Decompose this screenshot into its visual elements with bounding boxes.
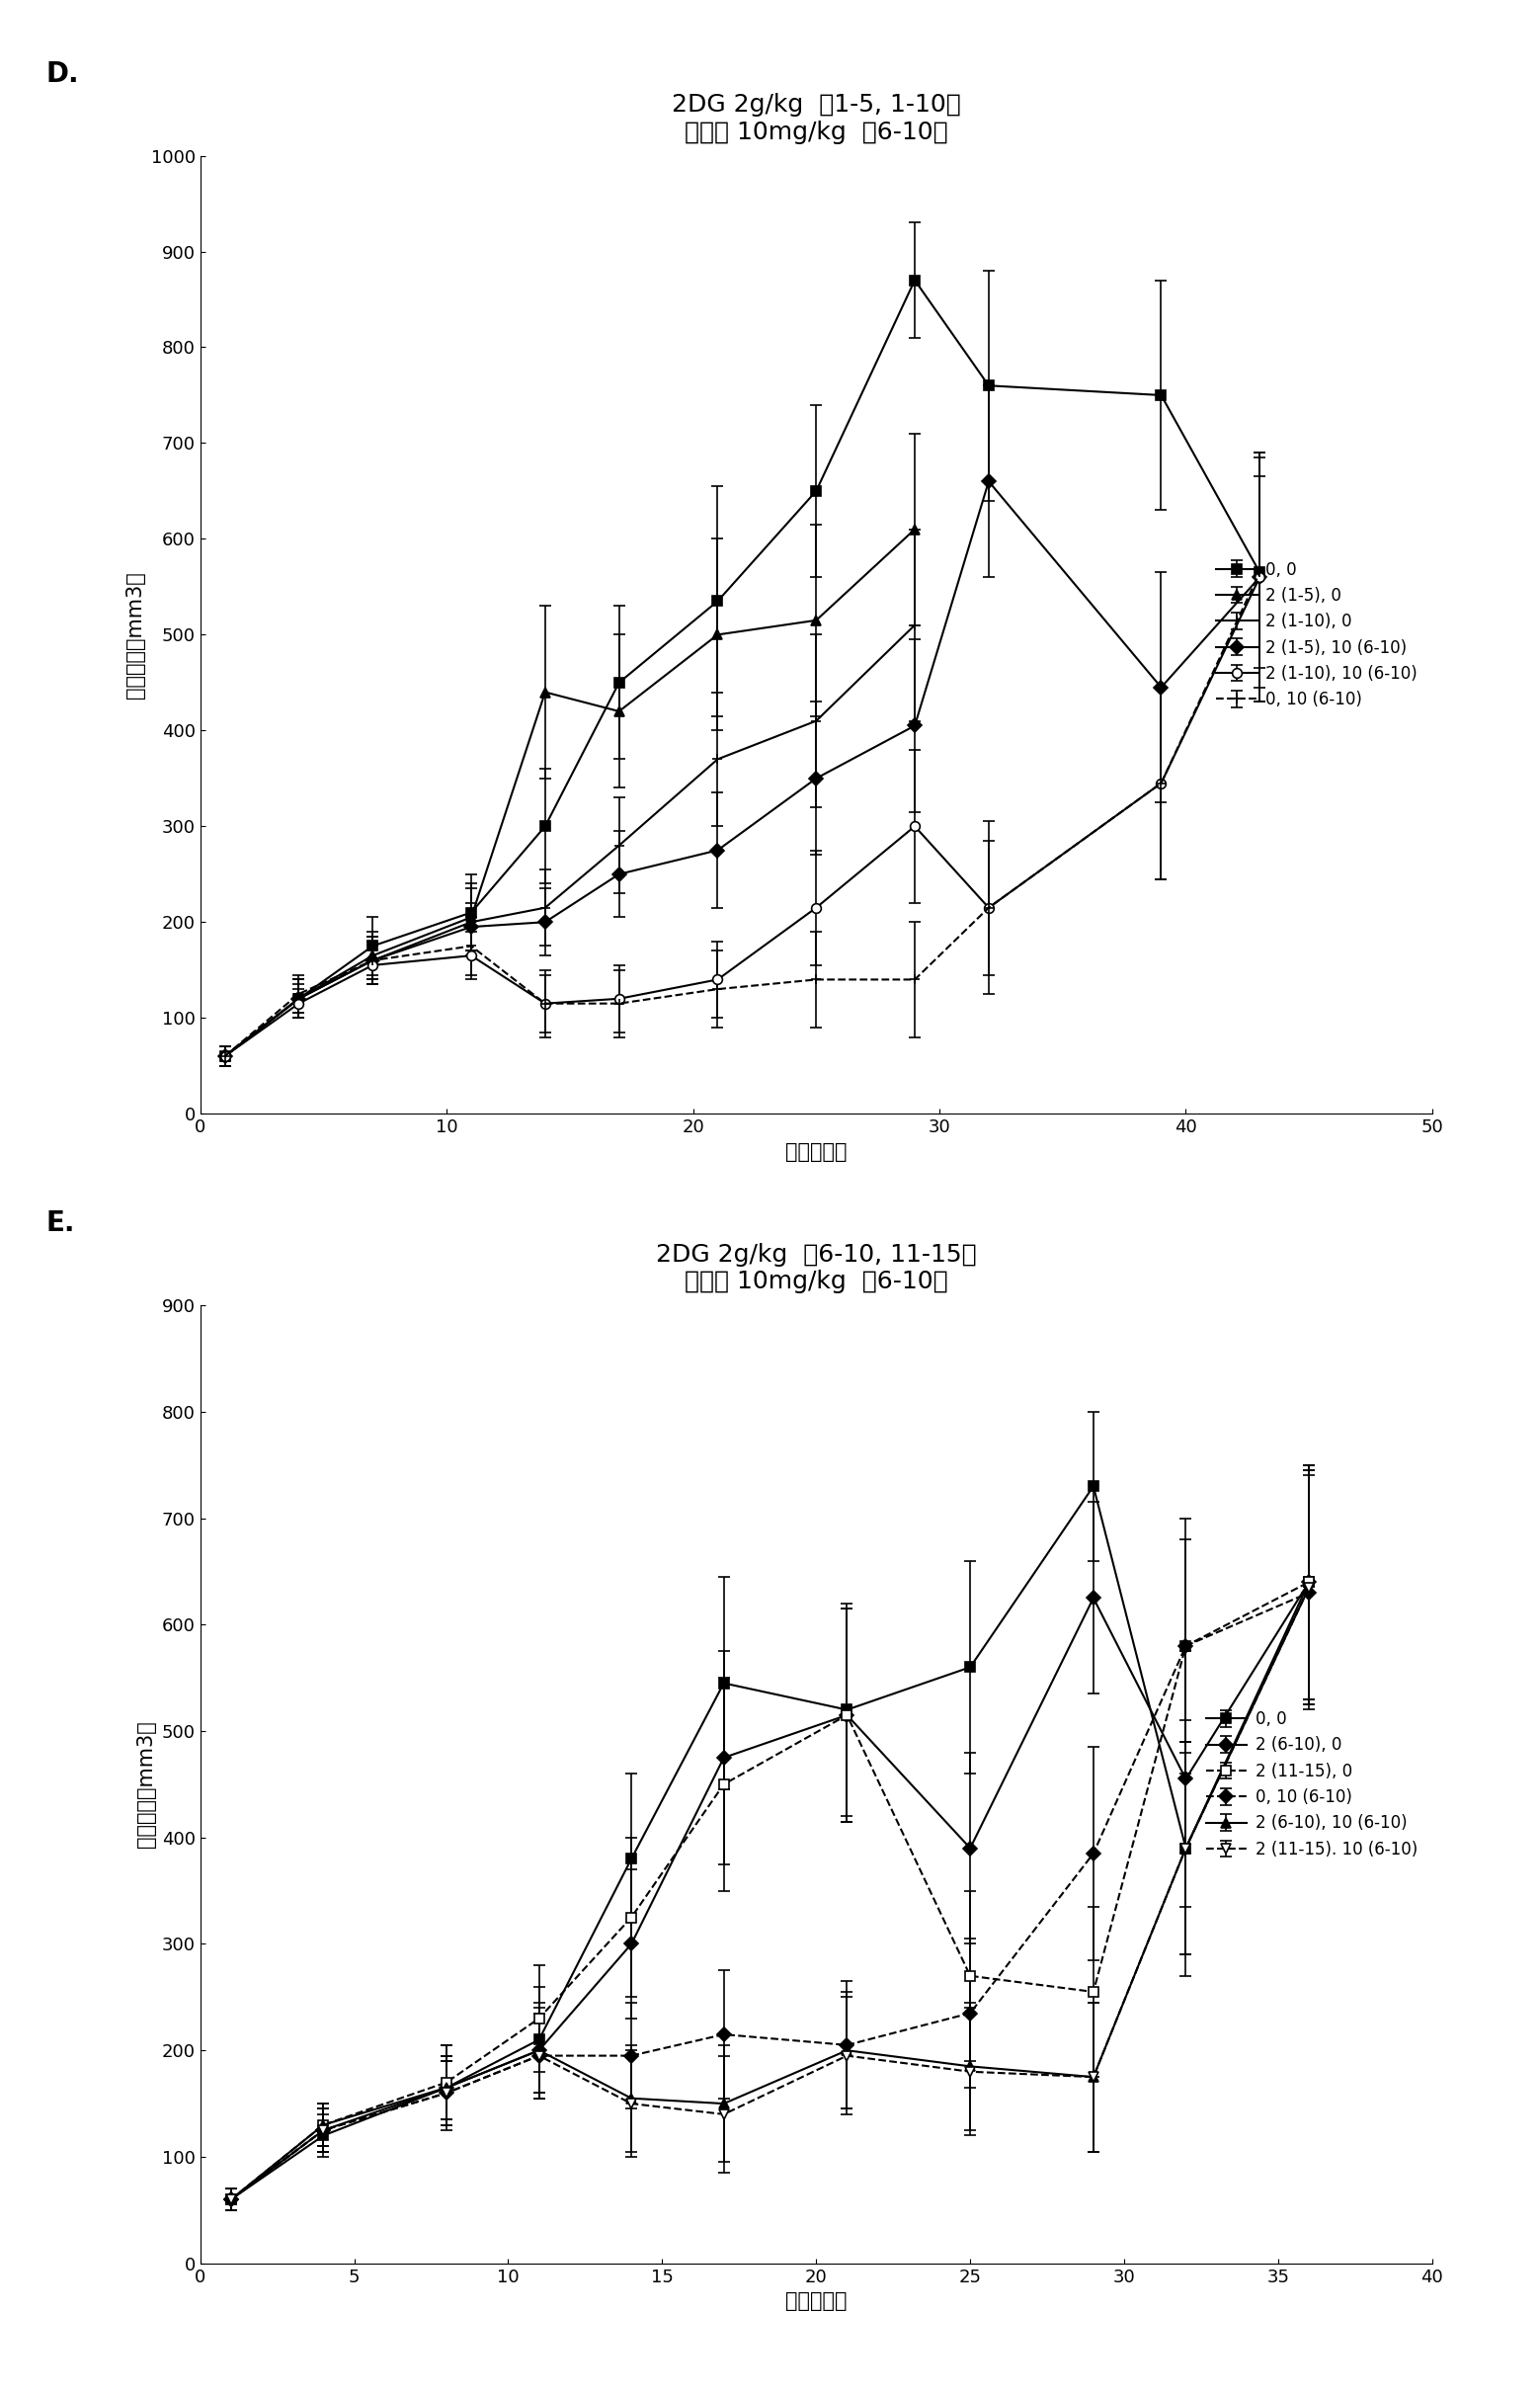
Legend: 0, 0, 2 (6-10), 0, 2 (11-15), 0, 0, 10 (6-10), 2 (6-10), 10 (6-10), 2 (11-15). 1: 0, 0, 2 (6-10), 0, 2 (11-15), 0, 0, 10 (…	[1200, 1703, 1424, 1866]
Y-axis label: 肿瘾体积（mm3）: 肿瘾体积（mm3）	[137, 1720, 157, 1849]
Title: 2DG 2g/kg  第6-10, 11-15天
紫杉醇 10mg/kg  第6-10天: 2DG 2g/kg 第6-10, 11-15天 紫杉醇 10mg/kg 第6-1…	[656, 1243, 976, 1293]
Text: D.: D.	[46, 60, 80, 89]
X-axis label: 时间（天）: 时间（天）	[785, 1142, 847, 1162]
Text: E.: E.	[46, 1209, 75, 1238]
X-axis label: 时间（天）: 时间（天）	[785, 2292, 847, 2311]
Title: 2DG 2g/kg  第1-5, 1-10天
紫杉醇 10mg/kg  第6-10天: 2DG 2g/kg 第1-5, 1-10天 紫杉醇 10mg/kg 第6-10天	[671, 93, 961, 144]
Y-axis label: 肿瘾体积（mm3）: 肿瘾体积（mm3）	[126, 570, 145, 699]
Legend: 0, 0, 2 (1-5), 0, 2 (1-10), 0, 2 (1-5), 10 (6-10), 2 (1-10), 10 (6-10), 0, 10 (6: 0, 0, 2 (1-5), 0, 2 (1-10), 0, 2 (1-5), …	[1209, 553, 1424, 716]
